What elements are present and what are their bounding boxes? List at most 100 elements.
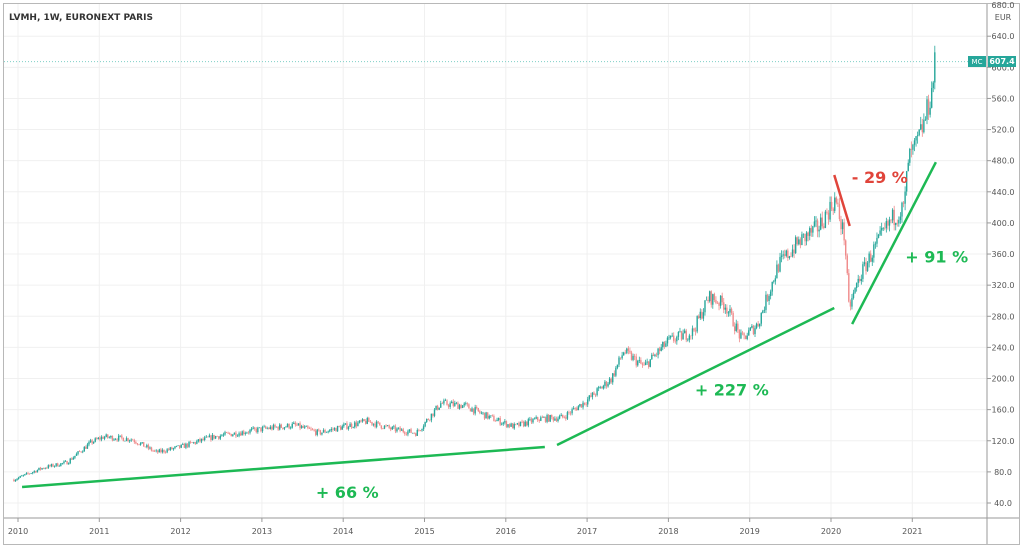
candle-body: [884, 227, 886, 229]
candle-body: [724, 307, 727, 310]
candle-body: [294, 422, 297, 425]
candle-body: [840, 218, 842, 230]
time-tick-label: 2016: [496, 527, 516, 536]
candle-body: [502, 422, 504, 424]
candle-body: [704, 300, 706, 313]
candle-body: [127, 438, 129, 441]
candle-body: [712, 294, 714, 305]
candle-body: [521, 421, 523, 423]
candle-body: [801, 234, 803, 246]
candle-body: [932, 82, 934, 89]
candle-body: [122, 437, 125, 442]
candle-body: [230, 433, 232, 437]
candle-body: [685, 330, 687, 340]
candle-body: [763, 309, 766, 311]
candle-body: [50, 464, 53, 467]
candle-body: [397, 427, 400, 429]
candle-body: [375, 421, 378, 427]
candle-body: [199, 439, 201, 442]
candle-body: [224, 432, 226, 435]
candle-body: [219, 435, 222, 439]
candle-body: [776, 264, 778, 279]
candle-body: [844, 240, 847, 256]
candle-body: [641, 363, 644, 365]
candle-body: [849, 301, 852, 307]
annotation-label: + 227 %: [695, 380, 769, 399]
candle-body: [608, 378, 611, 384]
candle-body: [366, 418, 368, 424]
candle-body: [718, 303, 720, 306]
candle-body: [221, 435, 223, 437]
candle-body: [385, 425, 387, 427]
candle-body: [601, 387, 603, 389]
candle-body: [318, 429, 320, 431]
candle-body: [304, 426, 306, 428]
candle-body: [477, 408, 479, 412]
price-axis[interactable]: 40.0 80.0 120.0 160.0 200.0 240.0 280.0 320.0 36…: [987, 32, 1014, 508]
candle-body: [635, 356, 637, 366]
price-tick-top: 680.0: [992, 1, 1015, 10]
candle-body: [182, 443, 184, 445]
candle-body: [837, 202, 839, 205]
candle-body: [355, 422, 358, 427]
candle-body: [386, 425, 389, 426]
candle-body: [465, 403, 467, 404]
candle-body: [576, 408, 578, 411]
candle-body: [110, 435, 112, 438]
time-tick-label: 2020: [821, 527, 841, 536]
candle-body: [457, 402, 459, 409]
candle-body: [433, 409, 436, 416]
candle-body: [597, 387, 600, 389]
candle-body: [283, 427, 286, 429]
candle-body: [239, 433, 242, 436]
candle-body: [144, 446, 146, 448]
candle-body: [560, 414, 562, 417]
candle-body: [227, 432, 229, 434]
candle-body: [618, 357, 620, 365]
candle-body: [377, 421, 379, 423]
candle-body: [422, 426, 425, 430]
candle-body: [522, 421, 525, 427]
candle-body: [826, 211, 828, 213]
candle-body: [350, 423, 353, 428]
candle-body: [901, 202, 903, 217]
candle-body: [682, 333, 684, 340]
candle-body: [446, 400, 448, 405]
candle-body: [796, 237, 798, 245]
candle-body: [380, 425, 383, 429]
candle-body: [44, 468, 46, 469]
candle-body: [269, 426, 272, 430]
candle-body: [255, 428, 257, 433]
candle-body: [258, 427, 261, 429]
candle-body: [829, 201, 831, 220]
candle-body: [393, 426, 395, 428]
candle-body: [693, 328, 695, 331]
candle-body: [263, 426, 265, 428]
candle-body: [61, 463, 64, 464]
candle-body: [365, 420, 367, 424]
candle-body: [563, 417, 565, 418]
trend-line: [556, 306, 835, 447]
candle-body: [396, 428, 398, 432]
candle-body: [896, 222, 898, 224]
candle-body: [846, 255, 848, 274]
candle-body: [271, 426, 273, 430]
candle-body: [818, 229, 820, 232]
symbol-label: MC: [972, 58, 983, 66]
candle-body: [415, 433, 417, 436]
candle-body: [677, 331, 680, 337]
candle-body: [873, 244, 875, 258]
candle-body: [194, 442, 196, 444]
candle-body: [135, 442, 137, 444]
candle-body: [99, 437, 101, 440]
candle-body: [372, 423, 375, 425]
candle-body: [721, 295, 723, 303]
candle-body: [668, 337, 670, 339]
candle-body: [554, 418, 556, 421]
candle-body: [107, 434, 109, 438]
candle-body: [891, 209, 894, 221]
candle-body: [691, 328, 694, 336]
candle-body: [264, 426, 267, 429]
time-axis[interactable]: 2010 2011 2012 2013 2014 2015 2016 2017 2018 2019…: [8, 518, 923, 536]
